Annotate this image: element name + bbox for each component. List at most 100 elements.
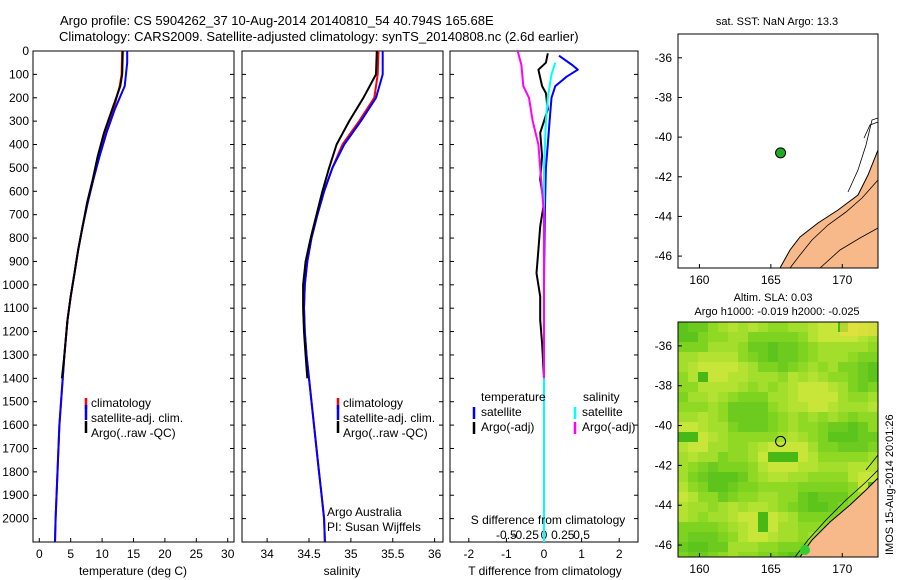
sla-heatmap-cell — [728, 412, 738, 422]
sla-heatmap-cell — [698, 462, 708, 472]
sla-heatmap-cell — [778, 472, 788, 482]
sla-heatmap-cell — [818, 382, 828, 392]
sla-heatmap-cell — [838, 482, 848, 492]
sst-map-frame — [677, 33, 879, 269]
sla-heatmap-cell — [768, 352, 778, 362]
sla-heatmap-cell — [718, 412, 728, 422]
sla-heatmap-cell — [798, 402, 808, 412]
sla-heatmap-cell — [698, 522, 708, 532]
sla-heatmap-cell — [788, 342, 798, 352]
sla-heatmap-cell — [858, 402, 868, 412]
sla-heatmap-cell — [748, 372, 758, 382]
series-line-climatology — [54, 51, 124, 542]
annotation-argo-australia: Argo Australia — [327, 505, 402, 519]
sla-heatmap-cell — [708, 542, 718, 552]
sla-heatmap-cell — [818, 402, 828, 412]
sla-heatmap-cell — [718, 332, 728, 342]
sla-heatmap-cell — [838, 502, 848, 512]
annotation-pi: PI: Susan Wijffels — [327, 520, 421, 534]
sla-heatmap-cell — [838, 382, 848, 392]
sla-heatmap-cell — [778, 322, 788, 332]
sla-heatmap-cell — [708, 452, 718, 462]
sla-heatmap-cell — [688, 442, 698, 452]
sla-heatmap-cell — [748, 522, 758, 532]
sla-heatmap-cell — [768, 502, 778, 512]
sla-heatmap-cell — [868, 382, 878, 392]
sla-heatmap-cell — [678, 482, 688, 492]
sla-heatmap-cell — [778, 422, 788, 432]
sla-heatmap-cell — [778, 502, 788, 512]
sla-heatmap-cell — [678, 442, 688, 452]
series-line-argo-raw-qc- — [60, 51, 124, 379]
map-x-tick-label: 170 — [832, 562, 852, 576]
sla-heatmap-cell — [678, 472, 688, 482]
sla-heatmap-cell — [708, 382, 718, 392]
sla-heatmap-cell — [858, 442, 868, 452]
sla-heatmap-cell — [808, 482, 818, 492]
sla-heatmap-cell — [798, 432, 808, 442]
sla-heatmap-cell — [788, 412, 798, 422]
sla-heatmap-cell — [708, 392, 718, 402]
imos-timestamp: IMOS 15-Aug-2014 20:01:26 — [884, 414, 896, 555]
sla-heatmap-cell — [868, 432, 878, 442]
sla-heatmap-cell — [828, 422, 838, 432]
sla-heatmap-cell — [828, 482, 838, 492]
sla-heatmap-cell — [698, 542, 708, 552]
sla-heatmap-cell — [728, 482, 738, 492]
sla-heatmap-cell — [808, 472, 818, 482]
sla-heatmap-cell — [798, 382, 808, 392]
map-y-tick-label: -44 — [655, 498, 673, 512]
sla-heatmap-cell — [728, 552, 738, 557]
sla-heatmap-cell — [738, 532, 748, 542]
sla-heatmap-cell — [728, 352, 738, 362]
sla-heatmap-cell — [728, 432, 738, 442]
sla-heatmap-cell — [788, 492, 798, 502]
sla-heatmap-cell — [748, 492, 758, 502]
map-x-tick-label: 160 — [689, 562, 709, 576]
sla-heatmap-cell — [698, 502, 708, 512]
sla-heatmap-cell — [828, 372, 838, 382]
sla-heatmap-cell — [758, 502, 768, 512]
sla-heatmap-cell — [718, 392, 728, 402]
sla-heatmap-cell — [868, 462, 878, 472]
sla-heatmap-cell — [678, 322, 688, 332]
sla-heatmap-cell — [868, 352, 878, 362]
sla-heatmap-cell — [778, 362, 788, 372]
sla-heatmap-cell — [688, 502, 698, 512]
bathymetry-contour — [847, 117, 878, 193]
series-line-satellite-adj-clim- — [303, 51, 384, 542]
sla-heatmap-cell — [678, 502, 688, 512]
sla-heatmap-cell — [768, 482, 778, 492]
sla-heatmap-cell — [708, 462, 718, 472]
sla-heatmap-cell — [808, 532, 818, 542]
sla-heatmap-cell — [718, 482, 728, 492]
sla-heatmap-cell — [738, 502, 748, 512]
x-tick-label: 10 — [95, 547, 109, 561]
sla-heatmap-cell — [808, 322, 818, 332]
sla-heatmap-cell — [838, 422, 848, 432]
sla-heatmap-cell — [818, 462, 828, 472]
sla-heatmap-cell — [778, 442, 788, 452]
sla-heatmap-cell — [718, 502, 728, 512]
sla-heatmap-cell — [818, 392, 828, 402]
sla-heatmap-cell — [708, 492, 718, 502]
sla-heatmap-cell — [718, 452, 728, 462]
sla-heatmap-cell — [858, 412, 868, 422]
sla-heatmap-cell — [828, 412, 838, 422]
x-tick-label: 5 — [67, 547, 74, 561]
sla-heatmap-cell — [698, 332, 708, 342]
sla-heatmap-cell — [868, 442, 878, 452]
sla-heatmap-cell — [778, 532, 788, 542]
sla-heatmap-cell — [818, 472, 828, 482]
map-y-tick-label: -36 — [655, 339, 673, 353]
sla-heatmap-cell — [788, 552, 798, 557]
legend-label-t-argo: Argo(-adj) — [481, 420, 534, 434]
map-x-tick-label: 170 — [832, 273, 852, 287]
sla-heatmap-cell — [768, 492, 778, 502]
sla-heatmap-cell — [678, 532, 688, 542]
sla-heatmap-cell — [688, 522, 698, 532]
sla-heatmap-cell — [798, 452, 808, 462]
sla-heatmap-cell — [718, 362, 728, 372]
argo-float-position — [775, 147, 787, 159]
sla-map-frame — [677, 321, 879, 558]
